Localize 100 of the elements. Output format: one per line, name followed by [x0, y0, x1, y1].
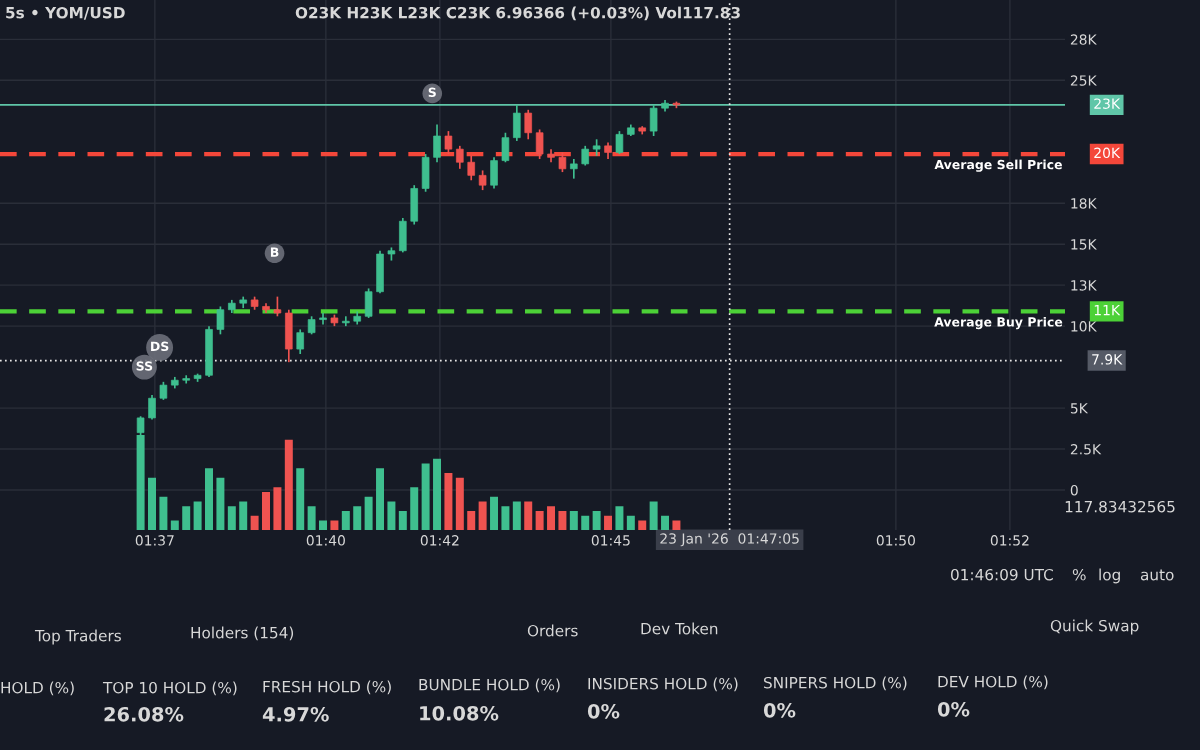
- bar: [262, 492, 270, 530]
- text: Holders (154): [191, 626, 294, 641]
- text: INSIDERS HOLD (%): [588, 677, 738, 692]
- text: %: [1072, 568, 1086, 581]
- candlestick: [535, 128, 544, 160]
- bar: [467, 511, 476, 530]
- bar: [330, 520, 339, 530]
- bar: [159, 496, 168, 530]
- bar: [364, 496, 373, 530]
- candlestick: [456, 145, 464, 170]
- bar: [547, 506, 556, 530]
- bar: [182, 506, 191, 530]
- candlestick: [159, 381, 168, 401]
- bar: [569, 511, 578, 530]
- text: Dev Token: [641, 622, 718, 635]
- candlestick: [444, 130, 453, 155]
- bar: [216, 477, 225, 530]
- bar: [376, 468, 385, 530]
- text: 4.97%: [262, 706, 329, 722]
- y-tick-label: 28K: [1070, 34, 1097, 45]
- bar: [592, 511, 601, 530]
- text: BUNDLE HOLD (%): [419, 678, 560, 693]
- bar: [626, 515, 635, 530]
- bar: [421, 463, 430, 530]
- bar: [341, 511, 350, 530]
- candlestick: [307, 315, 316, 336]
- annotation: O23K H23K L23K C23K 6.96366 (+0.03%) Vol117.83: [295, 6, 740, 21]
- bar: [604, 515, 613, 530]
- bar: [512, 501, 521, 530]
- text: FRESH HOLD (%): [263, 680, 391, 695]
- candlestick: [649, 104, 658, 137]
- bar: [250, 515, 259, 530]
- bar: [649, 501, 658, 530]
- text: Orders: [527, 624, 578, 637]
- ref-line-label: 23K: [1094, 98, 1121, 109]
- bar: [433, 458, 442, 530]
- candlestick: [524, 108, 532, 141]
- text: 01:46:09 UTC: [951, 568, 1053, 581]
- bar: [273, 487, 282, 530]
- y-tick-label: 25K: [1070, 75, 1097, 86]
- bar: [398, 511, 407, 530]
- bar: [478, 501, 487, 530]
- bar: [615, 506, 624, 530]
- bar: [170, 520, 179, 530]
- text: 117.83432565: [1065, 500, 1175, 513]
- annotation: 5s • YOM/USD: [6, 6, 125, 20]
- annotation: DS: [151, 341, 169, 352]
- text: Top Traders: [34, 629, 121, 645]
- bar: [558, 511, 567, 530]
- x-tick-label: 01:37: [135, 535, 174, 546]
- candlestick: [501, 131, 510, 164]
- bar: [205, 468, 213, 530]
- bar: [581, 515, 590, 530]
- candlestick: [148, 394, 156, 421]
- y-tick-label: 10K: [1071, 321, 1097, 332]
- annotation: Average Sell Price: [934, 159, 1062, 172]
- candlestick: [467, 154, 475, 182]
- candlestick: [615, 130, 624, 155]
- bar: [455, 477, 464, 530]
- text: auto: [1140, 569, 1174, 581]
- text: TOP 10 HOLD (%): [102, 681, 237, 696]
- candlestick: [581, 145, 589, 167]
- bar: [535, 511, 544, 530]
- candlestick: [558, 151, 567, 173]
- x-tick-label: 01:40: [306, 535, 345, 546]
- bar: [353, 506, 362, 530]
- bar: [672, 520, 681, 530]
- bar: [148, 477, 156, 530]
- text: 10.08%: [420, 705, 499, 721]
- bar: [227, 506, 236, 530]
- bar: [296, 468, 305, 530]
- bar: [319, 520, 328, 530]
- y-tick-label: 18K: [1071, 198, 1097, 209]
- bar: [444, 473, 453, 530]
- text: HOLD (%): [1, 681, 74, 696]
- y-tick-label: 5K: [1070, 403, 1089, 414]
- annotation: B: [270, 247, 279, 257]
- text: 0%: [937, 701, 970, 717]
- bar: [490, 496, 499, 530]
- bar: [501, 506, 510, 530]
- text: 0%: [587, 703, 620, 719]
- candlestick: [273, 295, 282, 318]
- candlestick: [216, 305, 225, 336]
- bar: [193, 501, 202, 530]
- ref-line-label: 7.9K: [1092, 354, 1123, 365]
- x-tick-label: 01:45: [591, 535, 630, 546]
- bar: [638, 520, 647, 530]
- bar: [387, 501, 396, 530]
- text: Quick Swap: [1050, 619, 1139, 635]
- ref-line-label: 23 Jan '26 01:47:05: [660, 533, 799, 547]
- y-tick-label: 15K: [1071, 239, 1097, 250]
- x-tick-label: 01:52: [990, 535, 1029, 546]
- bar: [284, 439, 293, 530]
- text: DEV HOLD (%): [938, 675, 1048, 690]
- annotation: SS: [136, 361, 153, 371]
- y-tick-label: 13K: [1071, 280, 1097, 291]
- annotation: S: [428, 87, 436, 98]
- ref-line-label: 20K: [1094, 147, 1121, 159]
- bar: [661, 515, 670, 530]
- bar: [239, 501, 248, 530]
